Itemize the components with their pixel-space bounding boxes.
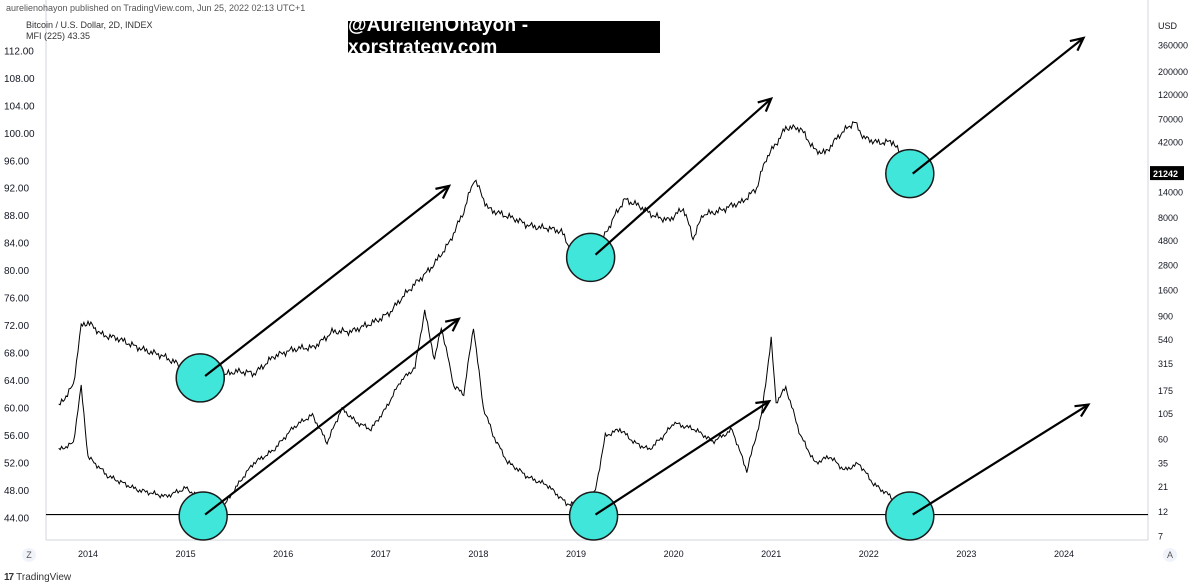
right-axis-tick-label: 70000 bbox=[1158, 115, 1183, 125]
left-axis-tick-label: 108.00 bbox=[4, 74, 35, 85]
time-axis-label: 2023 bbox=[956, 549, 976, 559]
last-price-tag bbox=[1150, 166, 1184, 181]
time-axis-label: 2018 bbox=[468, 549, 488, 559]
trend-arrow-head bbox=[755, 399, 772, 414]
right-axis-unit-label: USD bbox=[1158, 21, 1178, 31]
tradingview-footer: 17 TradingView bbox=[4, 572, 71, 583]
trend-arrow-head bbox=[1069, 36, 1086, 52]
right-axis-tick-label: 900 bbox=[1158, 312, 1173, 322]
highlight-circle bbox=[178, 491, 228, 541]
time-axis-label: 2016 bbox=[273, 549, 293, 559]
right-axis-tick-label: 105 bbox=[1158, 409, 1173, 419]
left-axis-tick-label: 92.00 bbox=[4, 184, 29, 195]
left-axis-tick-label: 44.00 bbox=[4, 514, 29, 525]
time-axis-label: 2022 bbox=[859, 549, 879, 559]
zoom-button[interactable]: Z bbox=[22, 548, 36, 562]
right-axis-tick-label: 120000 bbox=[1158, 90, 1188, 100]
left-axis-tick-label: 60.00 bbox=[4, 404, 29, 415]
right-axis-tick-label: 8000 bbox=[1158, 213, 1178, 223]
auto-scale-button[interactable]: A bbox=[1163, 548, 1177, 562]
highlight-circle bbox=[175, 353, 225, 403]
right-axis-tick-label: 315 bbox=[1158, 359, 1173, 369]
right-axis-tick-label: 175 bbox=[1158, 386, 1173, 396]
tradingview-brand: TradingView bbox=[16, 572, 72, 583]
right-axis-tick-label: 2800 bbox=[1158, 260, 1178, 270]
symbol-legend: Bitcoin / U.S. Dollar, 2D, INDEX bbox=[26, 20, 153, 30]
time-axis-label: 2020 bbox=[664, 549, 684, 559]
trend-arrow-head bbox=[435, 184, 452, 199]
right-axis-tick-label: 35 bbox=[1158, 459, 1168, 469]
author-banner: @AurelienOhayon - xorstrategy.com bbox=[348, 15, 660, 58]
trend-arrow-head bbox=[444, 317, 461, 332]
trend-arrow-shaft bbox=[912, 37, 1085, 175]
highlight-circle bbox=[568, 491, 619, 541]
right-axis-tick-label: 1600 bbox=[1158, 286, 1178, 296]
right-axis-tick-label: 21 bbox=[1158, 482, 1168, 492]
left-axis-tick-label: 96.00 bbox=[4, 156, 29, 167]
trend-arrow-shaft bbox=[204, 185, 450, 377]
trend-arrow-shaft bbox=[594, 400, 770, 516]
left-axis-tick-label: 88.00 bbox=[4, 211, 29, 222]
trend-arrow-head bbox=[1074, 403, 1091, 418]
highlight-circle bbox=[885, 148, 935, 199]
right-axis-tick-label: 14000 bbox=[1158, 187, 1183, 197]
left-axis-tick-label: 84.00 bbox=[4, 239, 29, 250]
right-axis-tick-label: 4800 bbox=[1158, 236, 1178, 246]
right-axis-tick-label: 540 bbox=[1158, 335, 1173, 345]
published-by-line: aurelienohayon published on TradingView.… bbox=[6, 3, 306, 13]
mfi-series-line bbox=[58, 309, 915, 525]
left-axis-tick-label: 52.00 bbox=[4, 459, 29, 470]
right-axis-tick-label: 42000 bbox=[1158, 138, 1183, 148]
trend-arrow-shaft bbox=[912, 403, 1089, 516]
time-axis-label: 2014 bbox=[78, 549, 98, 559]
tradingview-logo-icon: 17 bbox=[4, 572, 14, 583]
right-axis-tick-label: 7 bbox=[1158, 532, 1163, 542]
trend-arrow-head bbox=[757, 96, 774, 113]
left-axis-tick-label: 80.00 bbox=[4, 266, 29, 277]
last-price-label: 21242 bbox=[1153, 169, 1178, 179]
right-axis-tick-label: 12 bbox=[1158, 507, 1168, 517]
left-axis-tick-label: 112.00 bbox=[4, 46, 34, 57]
left-axis-tick-label: 104.00 bbox=[4, 101, 35, 112]
time-axis-label: 2017 bbox=[371, 549, 391, 559]
left-axis-tick-label: 76.00 bbox=[4, 294, 29, 305]
right-axis-tick-label: 200000 bbox=[1158, 67, 1188, 77]
left-axis-tick-label: 64.00 bbox=[4, 376, 29, 387]
trend-arrow-shaft bbox=[204, 317, 460, 516]
highlight-circle bbox=[565, 232, 616, 283]
time-axis-label: 2019 bbox=[566, 549, 586, 559]
chart-legend: Bitcoin / U.S. Dollar, 2D, INDEX MFI (22… bbox=[26, 20, 153, 42]
left-axis-tick-label: 72.00 bbox=[4, 321, 29, 332]
trend-arrow-shaft bbox=[594, 97, 772, 256]
indicator-legend: MFI (225) 43.35 bbox=[26, 31, 91, 41]
time-axis-label: 2021 bbox=[761, 549, 781, 559]
right-axis-tick-label: 60 bbox=[1158, 434, 1168, 444]
right-axis-tick-label: 360000 bbox=[1158, 41, 1188, 51]
time-axis-label: 2015 bbox=[176, 549, 196, 559]
highlight-circle bbox=[885, 491, 935, 541]
left-axis-tick-label: 68.00 bbox=[4, 349, 29, 360]
time-axis-label: 2024 bbox=[1054, 549, 1074, 559]
left-axis-tick-label: 48.00 bbox=[4, 486, 29, 497]
left-axis-tick-label: 56.00 bbox=[4, 431, 29, 442]
left-axis-tick-label: 100.00 bbox=[4, 129, 35, 140]
